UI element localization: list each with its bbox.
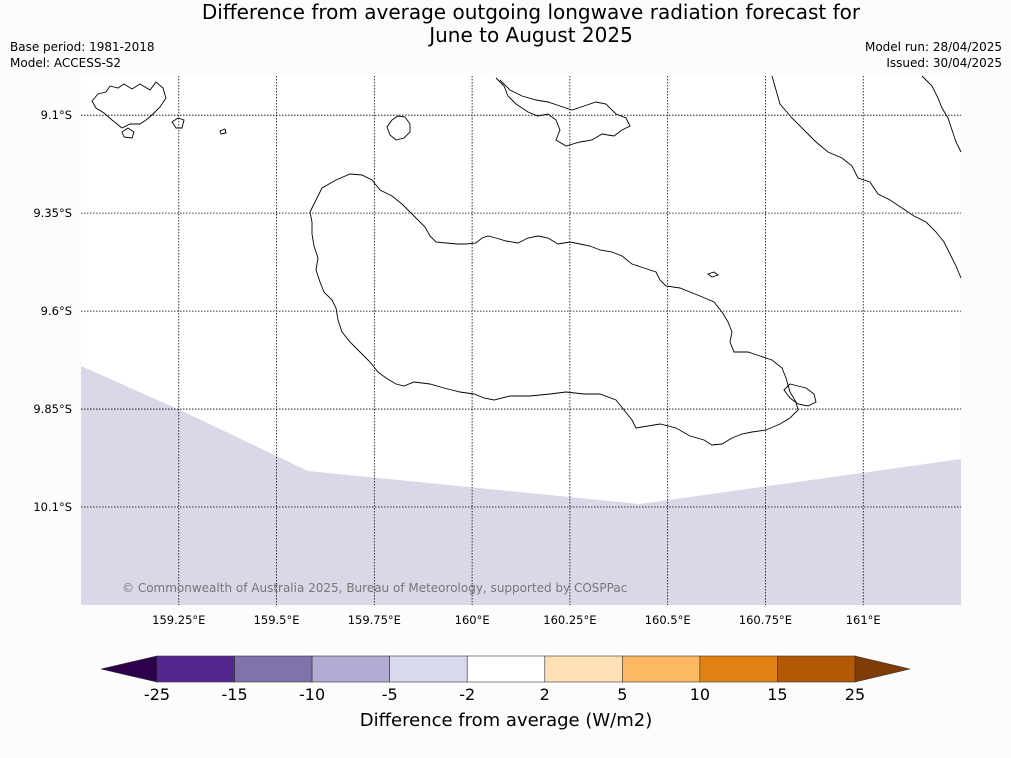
model-run: Model run: 28/04/2025 (864, 40, 1002, 54)
coastline-russell-islet-1 (121, 127, 135, 139)
latitude-label: 10.1°S (33, 500, 72, 514)
colorbar-segments (156, 655, 856, 683)
longitude-label: 159.25°E (152, 613, 205, 627)
longitude-labels: 159.25°E 159.5°E 159.75°E 160°E 160.25°E 160.… (152, 613, 881, 627)
longitude-label: 159.75°E (348, 613, 401, 627)
longitude-label: 160.5°E (645, 613, 691, 627)
coastline-guadalcanal (309, 173, 799, 446)
map-panel: © Commonwealth of Australia 2025, Bureau… (81, 75, 962, 605)
colorbar-tick-labels: -25 -15 -10 -5 -2 2 5 10 15 25 (144, 685, 865, 704)
coastline-malaita (771, 75, 962, 279)
longitude-label: 160°E (455, 613, 490, 627)
map-title: Difference from average outgoing longwav… (0, 1, 1011, 47)
coastline-russell-islet-2 (171, 117, 185, 129)
model-info: Base period: 1981-2018 Model: ACCESS-S2 (10, 39, 155, 71)
colorbar-segment (156, 655, 235, 683)
coastline-malaita-north (921, 75, 962, 153)
colorbar-segment (466, 655, 546, 683)
coastline-marau (783, 383, 817, 407)
colorbar-segment (389, 655, 468, 683)
coastline-savo (386, 115, 411, 141)
issued-date: Issued: 30/04/2025 (886, 56, 1002, 70)
colorbar: -25 -15 -10 -5 -2 2 5 10 15 25 Difference from av… (100, 655, 911, 731)
longitude-label: 160.25°E (543, 613, 596, 627)
coastline-russell-islet-3 (219, 128, 227, 135)
base-period: Base period: 1981-2018 (10, 40, 155, 54)
longitude-label: 159.5°E (254, 613, 300, 627)
colorbar-tick-label: -25 (144, 685, 170, 704)
run-info: Model run: 28/04/2025 Issued: 30/04/2025 (865, 39, 1002, 71)
colorbar-segment (234, 655, 313, 683)
latitude-labels: 9.1°S 9.35°S 9.6°S 9.85°S 10.1°S (33, 108, 72, 514)
latitude-label: 9.85°S (33, 402, 72, 416)
colorbar-segment (699, 655, 778, 683)
colorbar-extend-high (854, 655, 911, 683)
colorbar-tick-label: 25 (845, 685, 865, 704)
longitude-label: 160.75°E (739, 613, 792, 627)
colorbar-tick-label: 5 (617, 685, 627, 704)
colorbar-extend-low (100, 655, 158, 683)
coastline-russell-islands (91, 81, 167, 129)
latitude-label: 9.35°S (33, 206, 72, 220)
colorbar-segment (622, 655, 701, 683)
graticule (81, 76, 961, 605)
title-line-1: Difference from average outgoing longwav… (201, 0, 861, 24)
anomaly-shading (81, 366, 961, 605)
colorbar-tick-label: -2 (459, 685, 475, 704)
colorbar-tick-label: -15 (221, 685, 247, 704)
colorbar-tick-label: -10 (299, 685, 325, 704)
longitude-label: 161°E (846, 613, 881, 627)
coastline-nggela (495, 77, 631, 147)
colorbar-tick-label: 15 (767, 685, 787, 704)
model-name: Model: ACCESS-S2 (10, 56, 122, 70)
colorbar-tick-label: 2 (540, 685, 550, 704)
latitude-label: 9.6°S (41, 304, 72, 318)
colorbar-tick-label: 10 (690, 685, 710, 704)
title-line-2: June to August 2025 (429, 23, 633, 47)
coastlines (91, 75, 962, 446)
colorbar-segment (544, 655, 623, 683)
colorbar-title: Difference from average (W/m2) (360, 710, 652, 731)
latitude-label: 9.1°S (41, 108, 72, 122)
colorbar-tick-label: -5 (382, 685, 398, 704)
colorbar-segment (311, 655, 390, 683)
coastline-islet-east (707, 271, 719, 278)
copyright-text: © Commonwealth of Australia 2025, Bureau… (122, 581, 627, 595)
colorbar-segment (777, 655, 856, 683)
